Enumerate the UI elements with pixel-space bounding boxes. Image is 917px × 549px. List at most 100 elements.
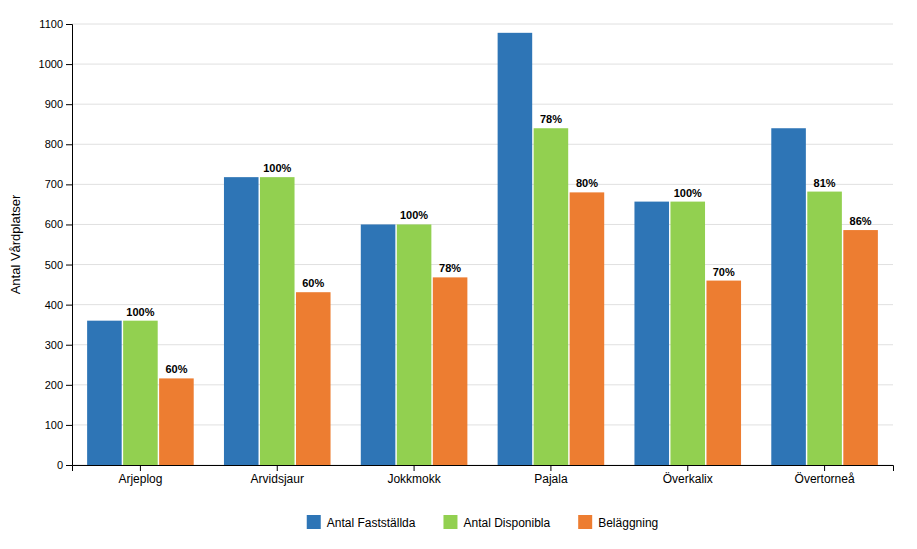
tick-mark: [66, 64, 72, 65]
tick-label: Arjeplog: [118, 472, 162, 486]
bar: [260, 177, 295, 465]
axis-line: [73, 466, 894, 472]
tick: 800: [45, 138, 72, 150]
grid-line: [72, 144, 893, 145]
tick-label: 300: [45, 339, 63, 351]
bar: [807, 192, 842, 465]
axis-line: [66, 25, 73, 466]
tick: 500: [45, 259, 72, 271]
legend-item: Antal Disponibla: [443, 515, 550, 530]
data-label: 60%: [302, 277, 324, 289]
data-label: 80%: [576, 177, 598, 189]
bar: [159, 378, 194, 465]
tick-mark: [66, 265, 72, 266]
bar: [670, 202, 705, 465]
grid-line: [72, 224, 893, 225]
data-label: 70%: [713, 266, 735, 278]
chart: 100%100%100%78%100%81%60%60%78%80%70%86%…: [0, 0, 917, 549]
tick: Jokkmokk: [387, 465, 441, 486]
tick: 600: [45, 218, 72, 230]
legend-label: Antal Fastställda: [327, 516, 416, 530]
series: [123, 128, 842, 465]
bar: [224, 177, 259, 465]
bar: [498, 33, 533, 465]
tick-mark: [687, 465, 688, 471]
y-axis-title: Antal Vårdplatser: [8, 194, 23, 294]
grid-line: [72, 64, 893, 65]
grid-line: [72, 184, 893, 185]
plot: 100%100%100%78%100%81%60%60%78%80%70%86%…: [8, 18, 894, 486]
tick-mark: [140, 465, 141, 471]
tick-mark: [277, 465, 278, 471]
legend-label: Beläggning: [598, 516, 658, 530]
bar: [433, 277, 468, 465]
grid-line: [72, 384, 893, 385]
tick-label: 900: [45, 98, 63, 110]
data-label: 100%: [674, 187, 702, 199]
y-axis: 0 100 200 300 400 500 600 700 800 900 1000 1100: [39, 18, 73, 471]
bars: [87, 33, 878, 465]
tick: 400: [45, 299, 72, 311]
data-label: 81%: [814, 177, 836, 189]
tick-label: 600: [45, 218, 63, 230]
tick-mark: [66, 305, 72, 306]
tick-label: Övertorneå: [795, 472, 855, 486]
legend: Antal Fastställda Antal Disponibla Beläggn…: [307, 515, 659, 530]
tick: 300: [45, 339, 72, 351]
tick-label: 800: [45, 138, 63, 150]
data-label: 60%: [165, 363, 187, 375]
tick-label: 400: [45, 299, 63, 311]
bar: [87, 321, 122, 465]
tick: 200: [45, 379, 72, 391]
tick-label: Överkalix: [663, 472, 713, 486]
tick-label: 100: [45, 419, 63, 431]
legend-swatch: [443, 515, 457, 529]
tick: 0: [57, 459, 72, 471]
bar: [123, 321, 158, 465]
tick-mark: [824, 465, 825, 471]
tick-label: 0: [57, 459, 63, 471]
tick-mark: [66, 144, 72, 145]
data-label: 100%: [263, 162, 291, 174]
tick-mark: [66, 385, 72, 386]
tick: 1100: [39, 18, 72, 30]
tick-mark: [66, 465, 72, 466]
tick: 100: [45, 419, 72, 431]
grid-line: [72, 344, 893, 345]
tick: Överkalix: [663, 465, 713, 486]
tick-mark: [66, 345, 72, 346]
data-label: 78%: [540, 113, 562, 125]
tick-mark: [66, 425, 72, 426]
tick: Pajala: [534, 465, 568, 486]
grid-line: [72, 24, 893, 25]
bar: [843, 230, 878, 465]
bar: [397, 224, 432, 465]
data-label: 100%: [400, 209, 428, 221]
x-axis: Arjeplog Arvidsjaur Jokkmokk Pajala Överkali…: [73, 465, 894, 486]
tick-mark: [66, 224, 72, 225]
tick-mark: [550, 465, 551, 471]
bar: [634, 202, 669, 465]
data-label: 78%: [439, 262, 461, 274]
series: [87, 33, 806, 465]
tick-mark: [414, 465, 415, 471]
legend-item: Beläggning: [578, 515, 658, 530]
grid-line: [72, 304, 893, 305]
legend-swatch: [307, 515, 321, 529]
bar: [296, 292, 331, 465]
tick-label: 1100: [39, 18, 63, 30]
legend-item: Antal Fastställda: [307, 515, 416, 530]
annotations: 100%100%100%78%100%81%60%60%78%80%70%86%: [126, 113, 871, 375]
tick: 700: [45, 178, 72, 190]
tick-label: Arvidsjaur: [251, 472, 304, 486]
tick-label: 1000: [39, 58, 63, 70]
bar: [361, 224, 396, 465]
series: [159, 192, 878, 465]
tick: Övertorneå: [795, 465, 855, 486]
legend-swatch: [578, 515, 592, 529]
data-label: 86%: [850, 215, 872, 227]
tick-mark: [66, 24, 72, 25]
grid-line: [72, 424, 893, 425]
tick-label: 700: [45, 178, 63, 190]
tick-label: Jokkmokk: [387, 472, 441, 486]
